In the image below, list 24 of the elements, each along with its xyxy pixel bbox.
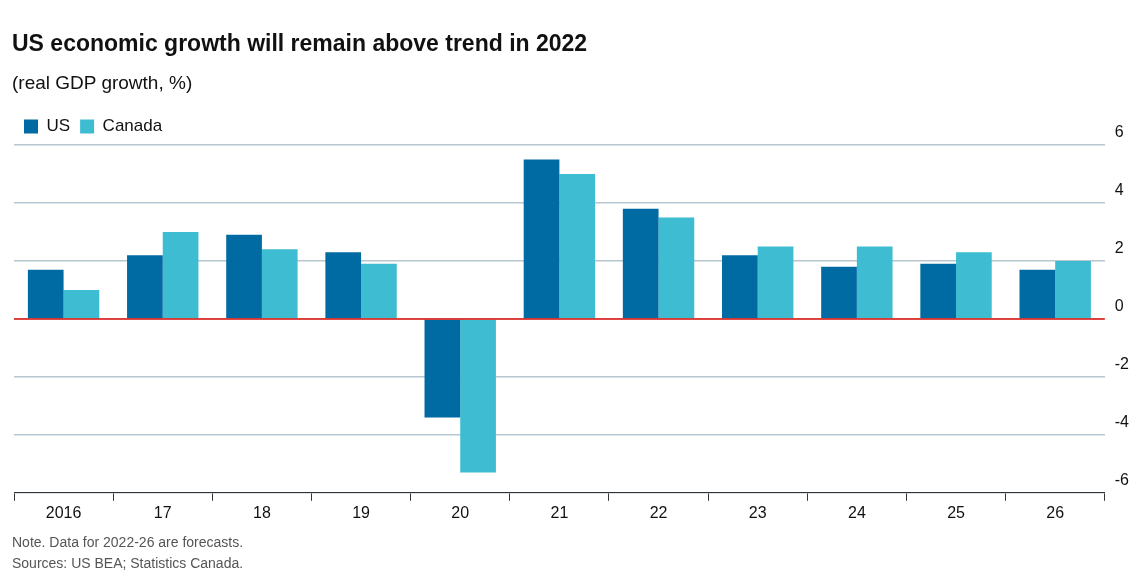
y-tick-label: -6 [1114, 471, 1130, 489]
x-tick-label: 21 [550, 503, 569, 521]
chart-subtitle: (real GDP growth, %) [12, 72, 193, 94]
chart-title: US economic growth will remain above trend in 2022 [12, 30, 588, 57]
y-tick-label: -2 [1114, 355, 1130, 373]
x-tick-label: 26 [1046, 503, 1065, 521]
y-tick-label: -4 [1114, 413, 1130, 431]
x-tick-label: 24 [847, 503, 866, 521]
text: Note. Data for 2022-26 are forecasts. [12, 533, 244, 552]
y-tick-label: 0 [1114, 297, 1124, 315]
x-tick-label: 2016 [45, 503, 82, 521]
x-tick-label: 18 [253, 503, 271, 521]
legend-label: Canada [102, 116, 163, 136]
y-tick-label: 4 [1114, 181, 1124, 199]
y-tick-label: 2 [1114, 239, 1124, 257]
x-tick-label: 17 [153, 503, 172, 521]
x-tick-label: 19 [352, 503, 371, 521]
legend-label: US [46, 116, 71, 136]
x-tick-label: 22 [649, 503, 668, 521]
y-tick-label: 6 [1114, 123, 1124, 141]
x-tick-label: 23 [748, 503, 767, 521]
x-tick-label: 25 [947, 503, 966, 521]
x-tick-label: 20 [451, 503, 470, 521]
source-note: Sources: US BEA; Statistics Canada. [12, 554, 244, 573]
